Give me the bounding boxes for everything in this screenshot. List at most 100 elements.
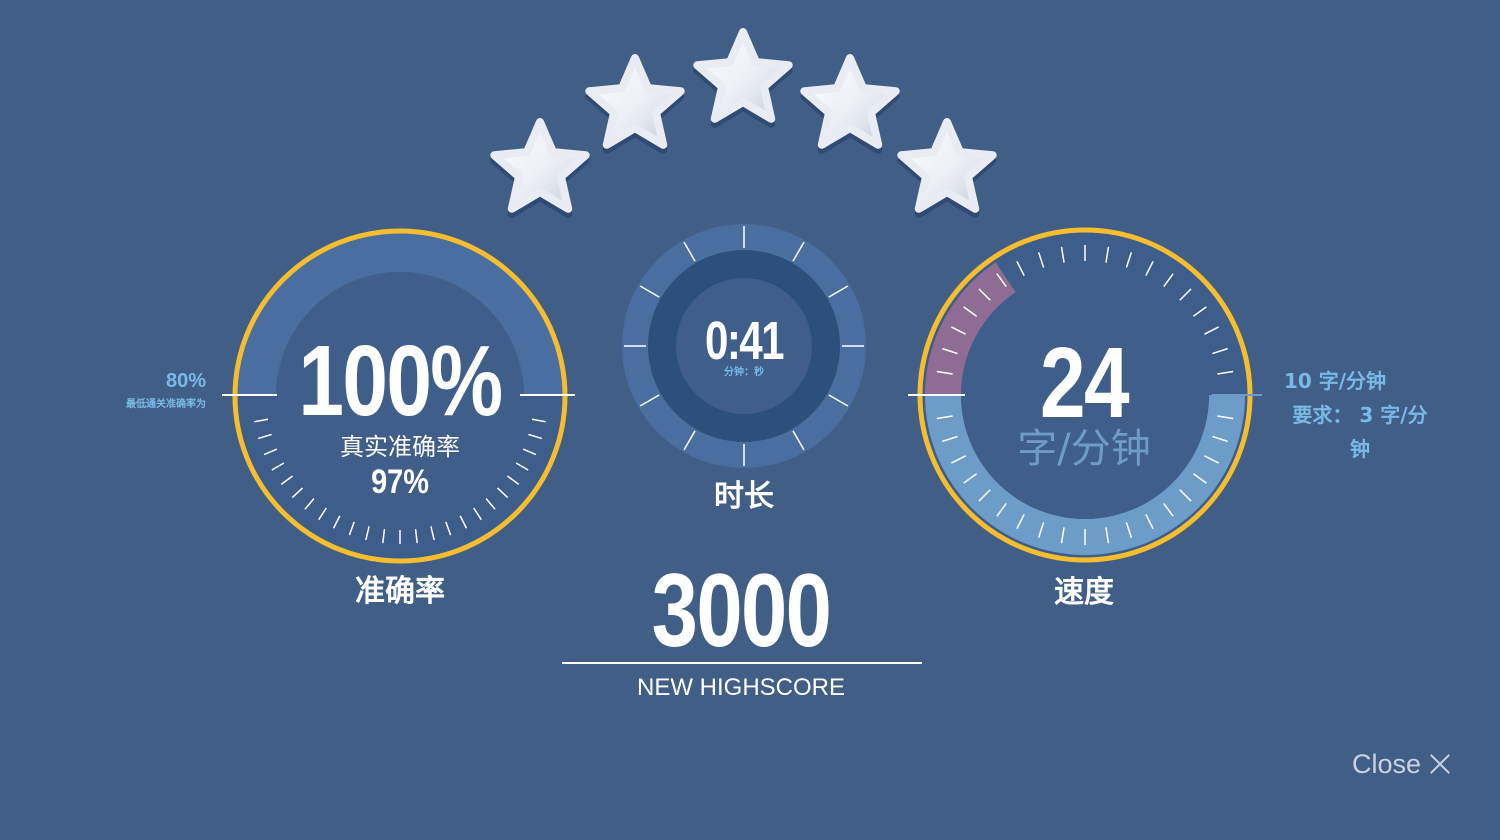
star-icon: [800, 54, 900, 149]
star-icon: [585, 54, 685, 149]
accuracy-tick: [254, 418, 269, 423]
speed-tick: [1204, 455, 1219, 464]
accuracy-tick: [258, 433, 272, 440]
time-tick: [792, 430, 805, 451]
accuracy-tick: [528, 433, 542, 440]
speed-tick: [942, 347, 958, 355]
speed-tick: [936, 370, 953, 375]
speed-tick: [1060, 246, 1065, 263]
accuracy-tick: [382, 529, 386, 544]
speed-tick: [1145, 261, 1154, 276]
speed-tick: [1212, 347, 1228, 355]
close-label: Close: [1352, 748, 1422, 779]
speed-tick: [942, 435, 958, 443]
accuracy-tick: [332, 515, 341, 529]
accuracy-tick: [414, 529, 418, 544]
star-icon: [490, 118, 590, 213]
speed-tick: [1016, 261, 1025, 276]
close-button[interactable]: Close: [1352, 744, 1472, 784]
time-tick: [639, 394, 660, 407]
time-dial: [622, 224, 866, 468]
accuracy-tick: [515, 462, 529, 471]
speed-tick: [1145, 514, 1154, 529]
speed-tick: [1060, 527, 1065, 544]
time-unit: 分钟：秒: [724, 367, 764, 378]
speed-tick: [1037, 522, 1045, 538]
speed-requirement-line1: 要求： 3 字/分: [1292, 403, 1428, 427]
pass-accuracy-label: 最低通关准确率为: [126, 399, 206, 410]
speed-tick: [1125, 522, 1133, 538]
real-accuracy-value: 97%: [371, 463, 429, 501]
time-ticks: [624, 226, 864, 466]
accuracy-tick: [445, 521, 452, 536]
speed-tick: [963, 306, 978, 317]
score-value: 3000: [651, 553, 832, 669]
star-icon: [693, 28, 793, 123]
speed-tick: [978, 288, 991, 301]
accuracy-title: 准确率: [355, 574, 445, 609]
accuracy-tick: [459, 515, 468, 529]
accuracy-tick: [263, 448, 278, 456]
speed-gauge: [908, 227, 1262, 563]
close-icon: [1429, 753, 1451, 775]
accuracy-tick: [496, 487, 509, 499]
accuracy-gauge: [222, 228, 575, 564]
time-tick: [639, 285, 660, 298]
speed-requirement-line2: 钟: [1350, 437, 1370, 461]
speed-tick: [996, 502, 1007, 517]
accuracy-tick: [531, 418, 546, 423]
speed-target: 10 字/分钟: [1283, 369, 1387, 393]
time-tick: [683, 430, 696, 451]
speed-tick: [1125, 252, 1133, 268]
speed-tick: [1105, 246, 1110, 263]
accuracy-ticks: [254, 418, 546, 544]
speed-title: 速度: [1054, 575, 1114, 610]
speed-requirement: 要求： 3 字/分 钟: [1280, 398, 1440, 466]
star-icon: [897, 118, 997, 213]
time-tick: [828, 285, 849, 298]
accuracy-tick: [473, 507, 482, 521]
accuracy-tick: [348, 521, 355, 536]
time-tick: [828, 394, 849, 407]
speed-tick: [1217, 415, 1234, 420]
accuracy-tick: [430, 526, 435, 541]
speed-tick: [978, 489, 991, 502]
star-rating: [490, 28, 997, 218]
highscore-label: NEW HIGHSCORE: [636, 674, 845, 701]
speed-tick: [1192, 306, 1207, 317]
speed-unit: 字/分钟: [1017, 426, 1151, 472]
time-tick: [792, 241, 805, 262]
speed-tick: [1163, 273, 1174, 288]
speed-tick: [1204, 326, 1219, 335]
accuracy-tick: [522, 448, 537, 456]
accuracy-tick: [507, 475, 520, 485]
accuracy-tick: [318, 507, 327, 521]
time-value: 0:41: [704, 311, 785, 371]
speed-tick: [1163, 502, 1174, 517]
speed-tick: [996, 273, 1007, 288]
speed-tick: [963, 473, 978, 484]
real-accuracy-label: 真实准确率: [340, 433, 460, 461]
speed-tick: [951, 455, 966, 464]
accuracy-tick: [304, 498, 315, 510]
pass-accuracy-value: 80%: [165, 370, 206, 392]
speed-tick: [1037, 252, 1045, 268]
accuracy-tick: [291, 487, 304, 499]
speed-warning-zone: [925, 262, 1016, 395]
accuracy-tick: [365, 526, 370, 541]
speed-tick: [1217, 370, 1234, 375]
time-title: 时长: [714, 479, 774, 514]
speed-tick: [1212, 435, 1228, 443]
speed-tick: [1105, 527, 1110, 544]
speed-value: 24: [1040, 327, 1130, 439]
accuracy-tick: [271, 462, 285, 471]
accuracy-tick: [280, 475, 293, 485]
speed-tick: [1192, 473, 1207, 484]
accuracy-value: 100%: [298, 325, 503, 437]
speed-tick: [1179, 489, 1192, 502]
speed-tick: [1179, 288, 1192, 301]
time-tick: [683, 241, 696, 262]
speed-tick: [951, 326, 966, 335]
speed-tick: [936, 415, 953, 420]
